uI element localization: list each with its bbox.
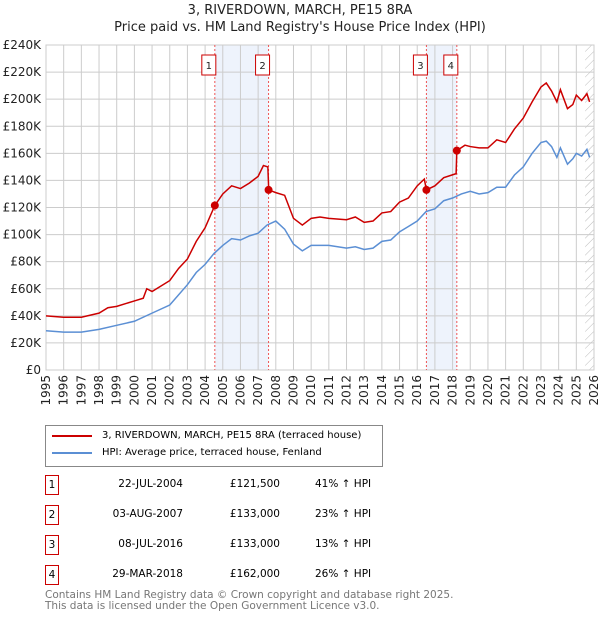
sale-marker-box: [443, 54, 459, 76]
sale-number-badge: 4: [45, 565, 59, 585]
x-tick-label: 2003: [180, 375, 194, 406]
x-tick-label: 1996: [57, 375, 71, 406]
x-tick-label: 2012: [340, 375, 354, 406]
x-tick-label: 2000: [127, 375, 141, 406]
y-tick-label: £120K: [3, 201, 43, 215]
y-tick-label: £180K: [3, 119, 43, 133]
x-tick-label: 2005: [216, 375, 230, 406]
sale-marker-label: 3: [417, 61, 423, 72]
x-tick-label: 2014: [375, 375, 389, 406]
x-tick-label: 2022: [516, 375, 530, 406]
property-price-line: [45, 81, 591, 318]
legend-swatch-hpi: [52, 451, 92, 454]
sale-price: £162,000: [229, 568, 280, 580]
legend: 3, RIVERDOWN, MARCH, PE15 8RA (terraced …: [45, 425, 383, 467]
sales-table-row: 3 08-JUL-2016 £133,000 13% ↑ HPI: [45, 535, 445, 555]
sale-marker-label: 1: [206, 61, 212, 72]
x-tick-label: 2004: [198, 375, 212, 406]
x-tick-label: 2001: [145, 375, 159, 406]
footer: Contains HM Land Registry data © Crown c…: [45, 590, 453, 612]
x-tick-label: 1995: [39, 375, 53, 406]
sale-date: 08-JUL-2016: [118, 538, 183, 550]
sale-price: £133,000: [229, 508, 280, 520]
sale-number-badge: 2: [45, 505, 59, 525]
y-tick-label: £140K: [3, 173, 43, 187]
x-tick-label: 2019: [463, 375, 477, 406]
sale-marker-box: [201, 54, 217, 76]
y-tick-label: £40K: [10, 309, 42, 323]
sales-table-row: 4 29-MAR-2018 £162,000 26% ↑ HPI: [45, 565, 445, 585]
x-tick-label: 2006: [233, 375, 247, 406]
x-tick-label: 2008: [269, 375, 283, 406]
sale-number-badge: 3: [45, 535, 59, 555]
plot-frame: [45, 44, 595, 371]
y-tick-label: £0: [26, 363, 41, 377]
sales-table-row: 2 03-AUG-2007 £133,000 23% ↑ HPI: [45, 505, 445, 525]
y-tick-label: £160K: [3, 146, 43, 160]
sale-date: 22-JUL-2004: [118, 478, 183, 490]
y-tick-label: £200K: [3, 92, 43, 106]
x-tick-label: 2010: [304, 375, 318, 406]
sale-point: [210, 201, 219, 210]
y-tick-label: £60K: [10, 282, 42, 296]
sale-price: £121,500: [229, 478, 280, 490]
x-tick-label: 2015: [393, 375, 407, 406]
sales-table-row: 1 22-JUL-2004 £121,500 41% ↑ HPI: [45, 475, 445, 495]
y-tick-label: £80K: [10, 255, 42, 269]
hpi-line: [45, 140, 591, 333]
sale-marker-box: [255, 54, 271, 76]
y-tick-label: £100K: [3, 228, 43, 242]
x-tick-label: 2023: [534, 375, 548, 406]
x-tick-label: 2013: [357, 375, 371, 406]
y-tick-label: £240K: [3, 38, 43, 52]
x-tick-label: 2017: [428, 375, 442, 406]
sale-hpi-diff: 13% ↑ HPI: [315, 538, 372, 550]
footer-line-1: Contains HM Land Registry data © Crown c…: [45, 589, 454, 601]
legend-label-property: 3, RIVERDOWN, MARCH, PE15 8RA (terraced …: [102, 430, 362, 441]
sale-price: £133,000: [229, 538, 280, 550]
chart-title: 3, RIVERDOWN, MARCH, PE15 8RA: [187, 3, 413, 18]
price-chart: £0 £20K £40K £60K £80K £100K £120K £140K £160K £1…: [3, 38, 600, 406]
x-tick-label: 1997: [74, 375, 88, 406]
chart-subtitle: Price paid vs. HM Land Registry's House …: [114, 20, 486, 35]
x-tick-label: 2026: [587, 375, 600, 406]
x-tick-label: 2021: [499, 375, 513, 406]
sale-marker-label: 2: [259, 61, 265, 72]
x-tick-label: 2024: [552, 375, 566, 406]
x-tick-label: 2016: [410, 375, 424, 406]
sale-marker-label: 4: [448, 61, 454, 72]
sale-hpi-diff: 26% ↑ HPI: [315, 568, 372, 580]
sale-number-badge: 1: [45, 475, 59, 495]
sale-point: [452, 146, 461, 155]
x-tick-label: 2018: [446, 375, 460, 406]
x-tick-label: 1998: [92, 375, 106, 406]
sale-date: 03-AUG-2007: [112, 508, 183, 520]
sale-hpi-diff: 41% ↑ HPI: [315, 478, 372, 490]
x-tick-label: 2002: [163, 375, 177, 406]
legend-label-hpi: HPI: Average price, terraced house, Fenl…: [102, 447, 322, 458]
y-tick-label: £220K: [3, 65, 43, 79]
legend-swatch-property: [52, 434, 92, 437]
sale-marker-box: [412, 54, 428, 76]
x-tick-label: 2007: [251, 375, 265, 406]
x-tick-label: 2009: [286, 375, 300, 406]
x-tick-label: 2025: [569, 375, 583, 406]
sale-point: [422, 185, 431, 194]
footer-line-2: This data is licensed under the Open Gov…: [45, 600, 380, 612]
x-tick-label: 2020: [481, 375, 495, 406]
sale-point: [264, 185, 273, 194]
sale-date: 29-MAR-2018: [112, 568, 183, 580]
x-tick-label: 2011: [322, 375, 336, 406]
sale-hpi-diff: 23% ↑ HPI: [315, 508, 372, 520]
y-tick-label: £20K: [10, 336, 42, 350]
x-tick-label: 1999: [110, 375, 124, 406]
